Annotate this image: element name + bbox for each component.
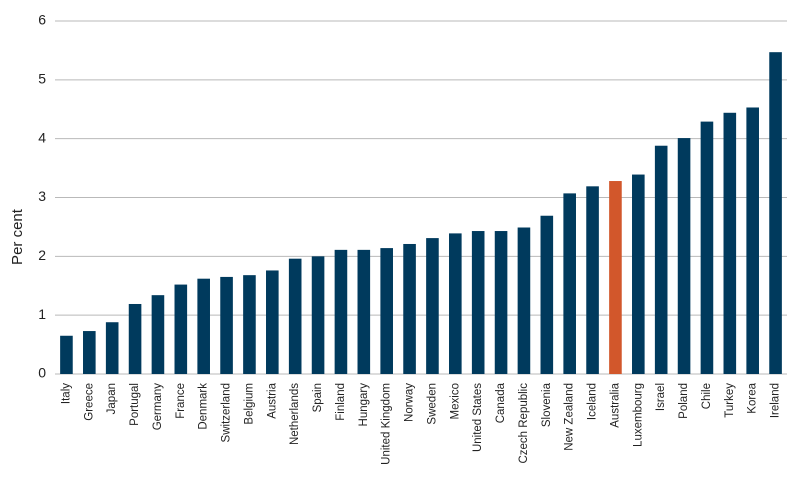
bar: [357, 249, 371, 374]
x-tick-label: Germany: [152, 383, 164, 431]
x-tick-label: Hungary: [358, 383, 370, 427]
bar: [632, 174, 645, 374]
y-axis-label: Per cent: [9, 208, 26, 265]
bar: [540, 215, 554, 374]
bar: [609, 181, 622, 374]
x-tick-label: Netherlands: [289, 383, 301, 445]
bar: [654, 145, 668, 374]
y-tick-label: 6: [38, 12, 46, 28]
x-tick-label: Korea: [747, 382, 759, 413]
bar: [426, 238, 439, 374]
bar: [700, 121, 714, 374]
x-tick-label: Greece: [83, 383, 95, 421]
x-tick-label: Spain: [312, 383, 324, 412]
bar: [60, 335, 73, 374]
y-tick-label: 4: [38, 129, 46, 145]
x-tick-label: Poland: [678, 383, 690, 419]
bar: [380, 248, 393, 374]
bar: [563, 193, 576, 374]
x-tick-label: Mexico: [449, 383, 461, 419]
x-tick-label: Canada: [495, 382, 507, 423]
x-tick-label: Iceland: [587, 383, 599, 420]
bar: [334, 249, 348, 374]
x-tick-label: Portugal: [129, 383, 141, 426]
x-tick-label: Norway: [404, 383, 416, 422]
x-tick-label: Chile: [701, 383, 713, 409]
x-tick-label: New Zealand: [564, 383, 576, 451]
y-tick-label: 1: [38, 306, 46, 322]
bar: [83, 331, 96, 374]
x-tick-label: Italy: [60, 383, 72, 404]
bar: [288, 258, 302, 374]
x-tick-label: Finland: [335, 383, 347, 421]
bar: [586, 186, 599, 374]
x-tick-label: Denmark: [198, 383, 210, 430]
x-tick-label: Ireland: [770, 383, 782, 418]
y-tick-label: 0: [38, 365, 46, 381]
x-tick-label: Switzerland: [221, 383, 233, 442]
bar: [746, 107, 759, 375]
y-tick-label: 2: [38, 247, 46, 263]
x-tick-label: Austria: [266, 382, 278, 418]
bar: [243, 275, 256, 374]
bar: [769, 52, 782, 374]
x-tick-label: France: [175, 383, 187, 419]
y-tick-label: 3: [38, 188, 46, 204]
x-tick-label: United States: [472, 383, 484, 452]
bar: [723, 112, 737, 374]
bar: [471, 231, 485, 374]
x-tick-label: Israel: [655, 383, 667, 411]
bar: [677, 138, 691, 374]
x-tick-label: Australia: [609, 382, 621, 427]
bar: [403, 243, 416, 374]
bar: [494, 231, 508, 374]
x-tick-label: United Kingdom: [381, 383, 393, 465]
y-tick-label: 5: [38, 71, 46, 87]
x-tick-label: Slovenia: [541, 382, 553, 427]
x-tick-label: Czech Republic: [518, 383, 530, 464]
bar: [220, 276, 233, 374]
bar: [151, 295, 165, 374]
x-tick-label: Sweden: [426, 383, 438, 425]
bar: [266, 270, 279, 374]
x-tick-label: Turkey: [724, 383, 736, 418]
bar: [517, 227, 531, 374]
bar: [174, 284, 188, 374]
bar: [449, 233, 462, 374]
bar: [311, 256, 325, 374]
x-tick-label: Luxembourg: [632, 383, 644, 447]
bar: [197, 278, 210, 374]
x-tick-label: Japan: [106, 383, 118, 414]
bar: [105, 322, 119, 374]
x-tick-label: Belgium: [243, 383, 255, 425]
bar: [128, 303, 142, 374]
